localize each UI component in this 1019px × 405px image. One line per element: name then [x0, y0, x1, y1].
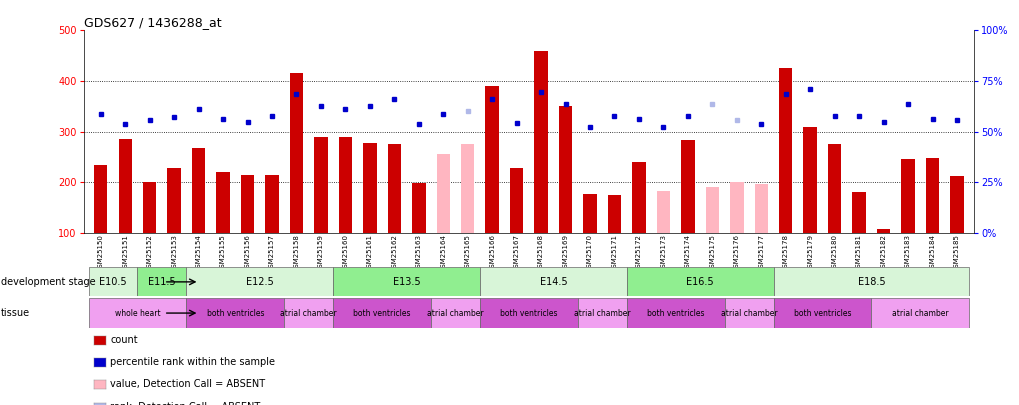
- Bar: [772, 298, 870, 328]
- Bar: [240, 175, 254, 233]
- Bar: [583, 194, 596, 233]
- Text: both ventricles: both ventricles: [353, 309, 411, 318]
- Bar: [216, 172, 229, 233]
- Bar: [265, 175, 278, 233]
- Bar: [333, 267, 480, 296]
- Bar: [480, 267, 626, 296]
- Bar: [138, 267, 186, 296]
- Bar: [632, 162, 645, 233]
- Bar: [558, 107, 572, 233]
- Text: tissue: tissue: [1, 308, 31, 318]
- Text: atrial chamber: atrial chamber: [891, 309, 948, 318]
- Text: E12.5: E12.5: [246, 277, 273, 287]
- Text: E13.5: E13.5: [392, 277, 420, 287]
- Bar: [186, 298, 284, 328]
- Bar: [607, 195, 621, 233]
- Bar: [284, 298, 333, 328]
- Bar: [94, 164, 107, 233]
- Bar: [950, 176, 963, 233]
- Bar: [852, 192, 865, 233]
- Bar: [901, 160, 914, 233]
- Bar: [314, 137, 327, 233]
- Bar: [431, 298, 480, 328]
- Text: E14.5: E14.5: [539, 277, 567, 287]
- Bar: [412, 183, 425, 233]
- Bar: [534, 51, 547, 233]
- Bar: [925, 158, 938, 233]
- Text: both ventricles: both ventricles: [646, 309, 704, 318]
- Bar: [705, 187, 718, 233]
- Text: E18.5: E18.5: [857, 277, 884, 287]
- Bar: [485, 86, 498, 233]
- Text: both ventricles: both ventricles: [207, 309, 264, 318]
- Text: both ventricles: both ventricles: [499, 309, 557, 318]
- Text: both ventricles: both ventricles: [793, 309, 850, 318]
- Bar: [192, 148, 205, 233]
- Bar: [461, 144, 474, 233]
- Bar: [289, 73, 303, 233]
- Text: percentile rank within the sample: percentile rank within the sample: [110, 357, 275, 367]
- Bar: [723, 298, 772, 328]
- Bar: [626, 267, 772, 296]
- Bar: [577, 298, 626, 328]
- Bar: [167, 168, 180, 233]
- Bar: [118, 139, 131, 233]
- Bar: [681, 140, 694, 233]
- Text: atrial chamber: atrial chamber: [427, 309, 483, 318]
- Bar: [730, 182, 743, 233]
- Bar: [876, 229, 890, 233]
- Bar: [803, 126, 816, 233]
- Text: E11.5: E11.5: [148, 277, 175, 287]
- Text: atrial chamber: atrial chamber: [280, 309, 336, 318]
- Bar: [89, 267, 138, 296]
- Bar: [333, 298, 431, 328]
- Bar: [338, 137, 352, 233]
- Text: GDS627 / 1436288_at: GDS627 / 1436288_at: [84, 16, 221, 29]
- Text: value, Detection Call = ABSENT: value, Detection Call = ABSENT: [110, 379, 265, 389]
- Text: count: count: [110, 335, 138, 345]
- Text: rank, Detection Call = ABSENT: rank, Detection Call = ABSENT: [110, 402, 260, 405]
- Bar: [827, 144, 841, 233]
- Bar: [656, 191, 669, 233]
- Bar: [754, 184, 767, 233]
- Bar: [772, 267, 968, 296]
- Bar: [480, 298, 577, 328]
- Bar: [89, 298, 186, 328]
- Bar: [186, 267, 333, 296]
- Bar: [143, 182, 156, 233]
- Bar: [779, 68, 792, 233]
- Bar: [870, 298, 968, 328]
- Text: atrial chamber: atrial chamber: [720, 309, 776, 318]
- Bar: [387, 144, 400, 233]
- Text: development stage: development stage: [1, 277, 96, 287]
- Bar: [436, 154, 449, 233]
- Bar: [510, 168, 523, 233]
- Text: E10.5: E10.5: [99, 277, 126, 287]
- Bar: [363, 143, 376, 233]
- Text: E16.5: E16.5: [686, 277, 713, 287]
- Bar: [626, 298, 723, 328]
- Text: whole heart: whole heart: [114, 309, 160, 318]
- Text: atrial chamber: atrial chamber: [574, 309, 630, 318]
